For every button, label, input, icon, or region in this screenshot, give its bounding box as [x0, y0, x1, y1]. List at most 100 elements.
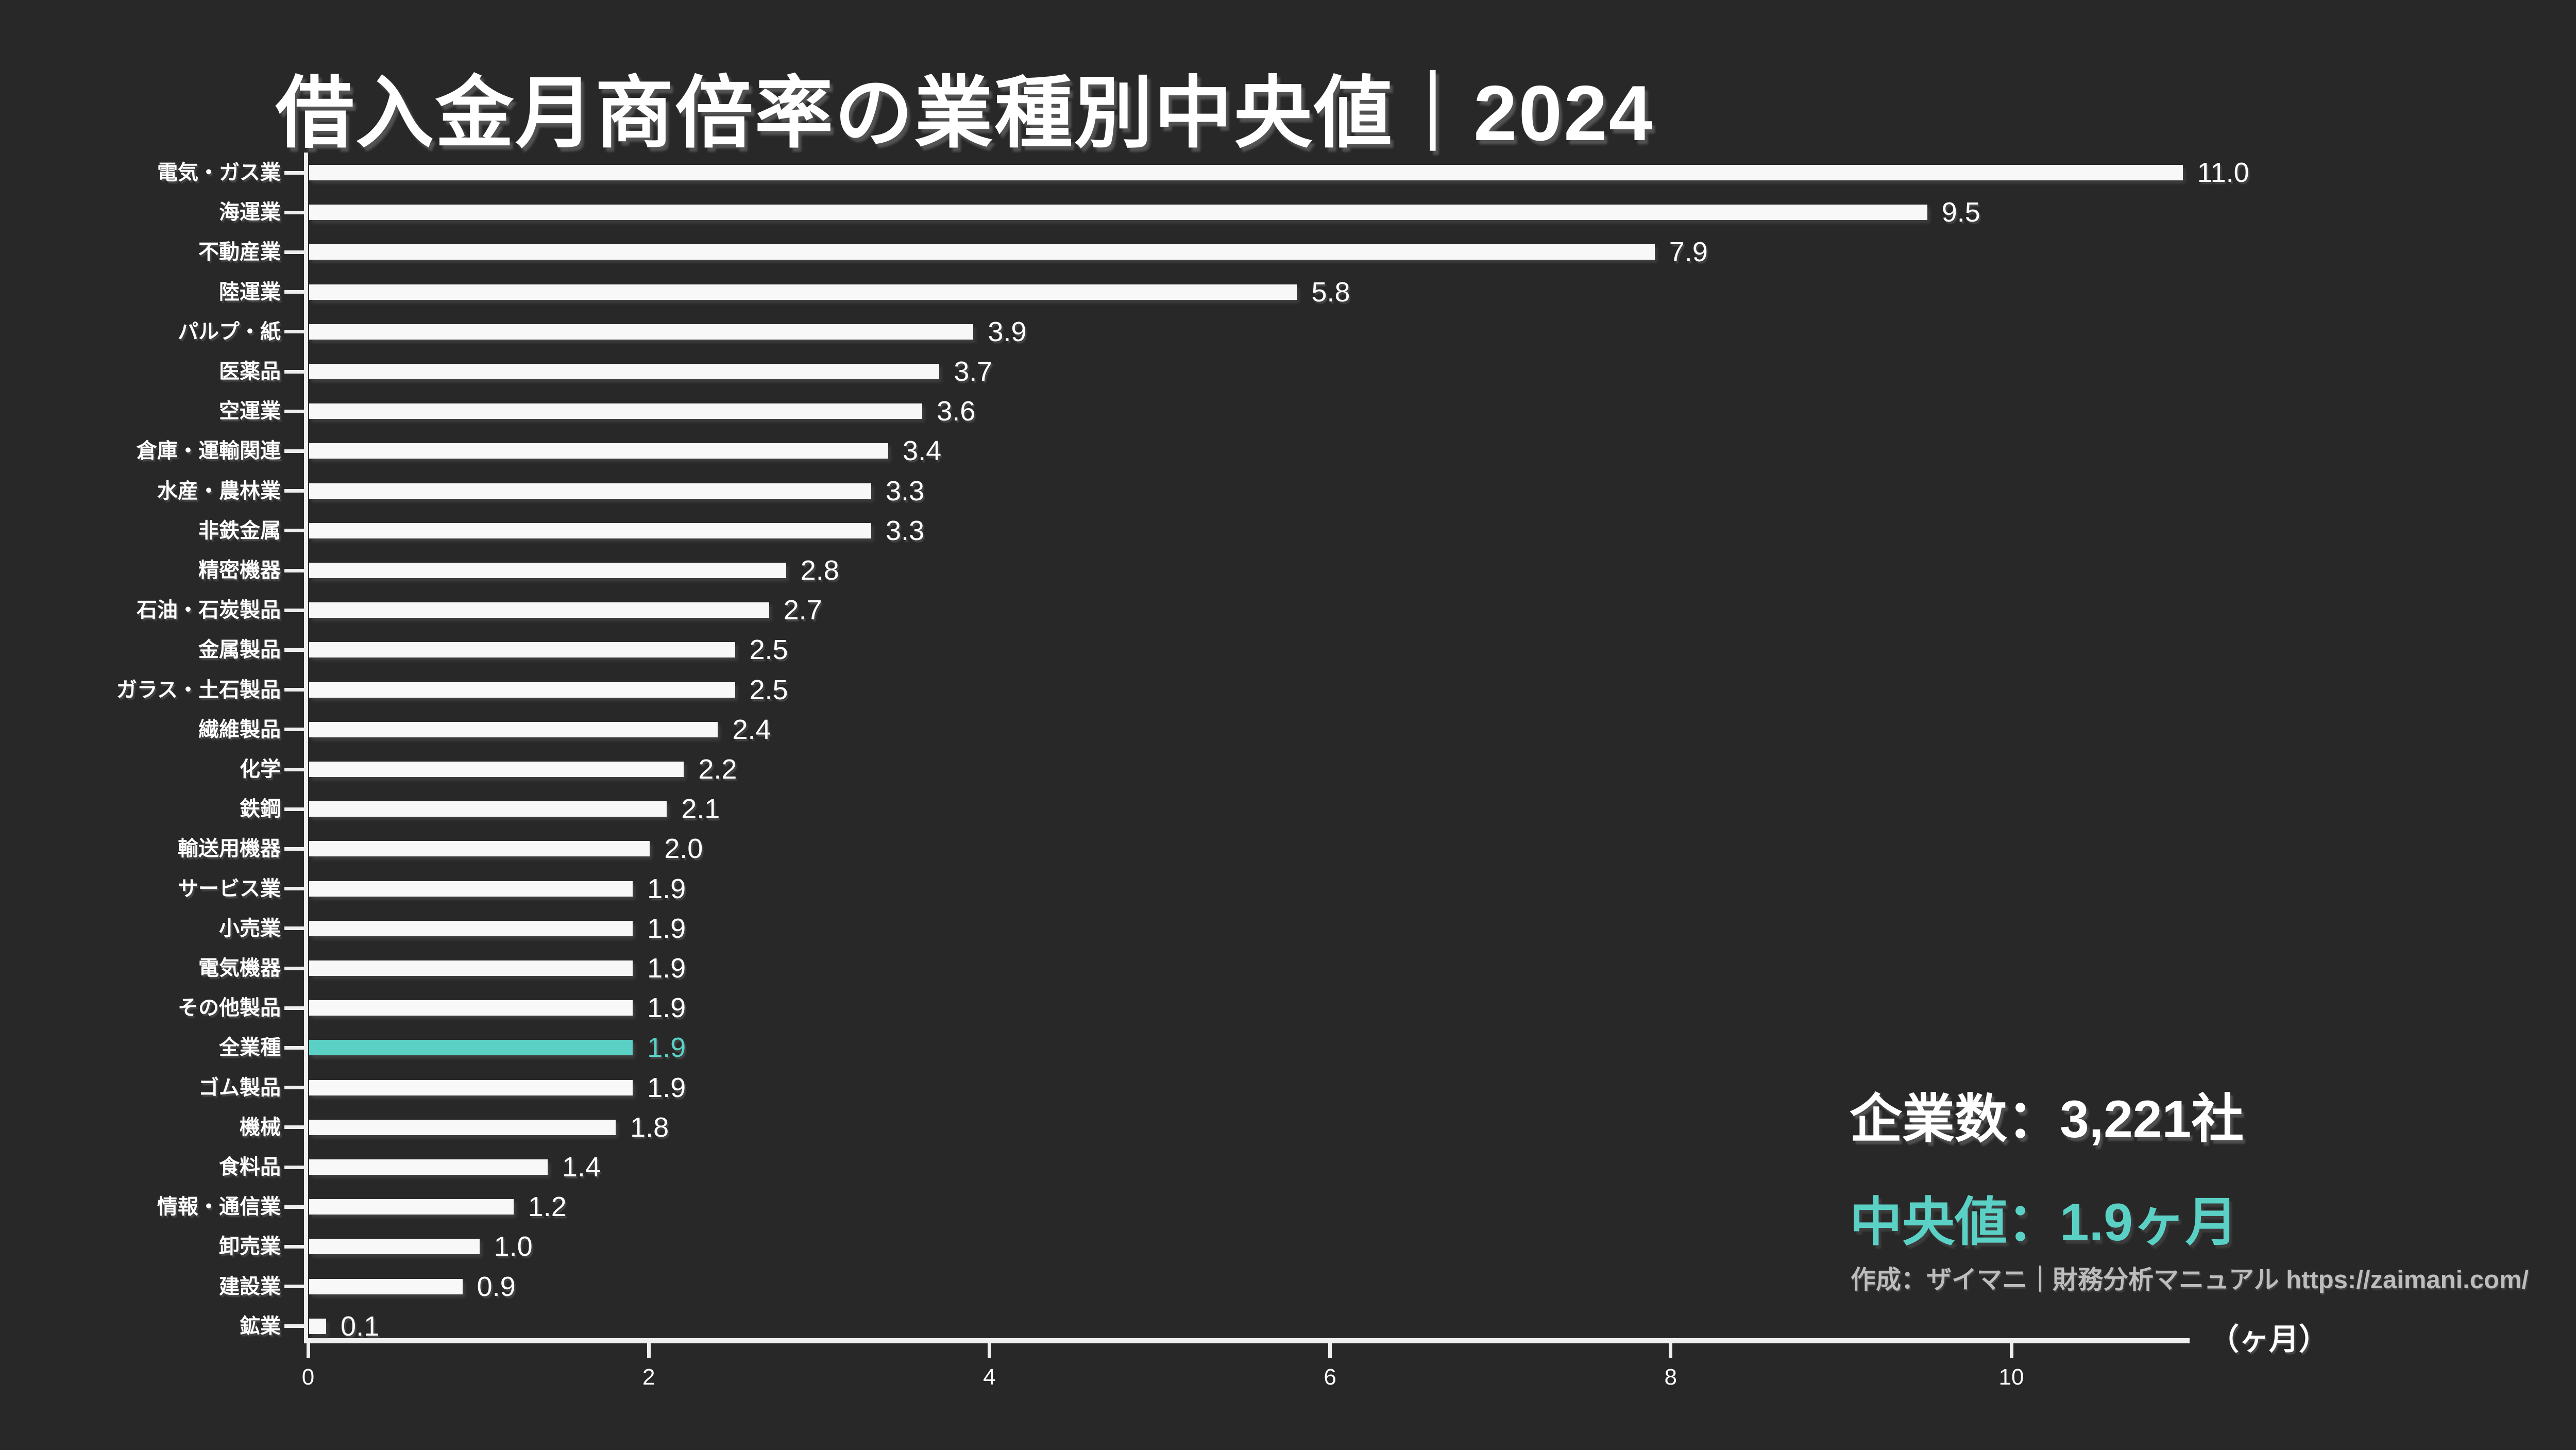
value-label: 5.8	[1311, 276, 1350, 308]
value-label: 2.4	[732, 714, 771, 745]
category-label: サービス業	[178, 877, 281, 900]
y-axis-tick	[284, 1165, 304, 1169]
y-axis-tick	[284, 1244, 304, 1249]
value-label: 1.8	[630, 1111, 669, 1143]
value-label: 0.1	[341, 1310, 380, 1342]
category-label: その他製品	[178, 997, 281, 1020]
value-label: 2.1	[681, 794, 720, 825]
value-label: 2.2	[698, 754, 737, 785]
bar	[309, 165, 2183, 180]
y-axis-tick	[284, 807, 304, 811]
bar	[309, 563, 786, 578]
x-axis-tick-label: 6	[1324, 1364, 1336, 1390]
category-label: 水産・農林業	[157, 479, 281, 502]
category-label: 機械	[240, 1116, 281, 1139]
category-label: 医薬品	[219, 360, 281, 383]
bar	[309, 920, 633, 936]
bar	[309, 244, 1655, 260]
bar-highlight	[309, 1040, 633, 1056]
bar	[309, 602, 769, 618]
bar	[309, 721, 718, 737]
category-label: 空運業	[219, 400, 281, 423]
bar	[309, 881, 633, 897]
x-axis-tick-label: 10	[1998, 1364, 2024, 1390]
x-axis-line	[304, 1338, 2190, 1343]
value-label: 7.9	[1669, 237, 1708, 268]
y-axis-line	[304, 153, 308, 1343]
value-label: 3.3	[885, 515, 925, 546]
category-label: 陸運業	[219, 280, 281, 304]
x-axis-tick-label: 0	[301, 1364, 315, 1390]
value-label: 2.8	[800, 555, 839, 586]
value-label: 1.9	[647, 953, 686, 984]
category-label: 倉庫・運輸関連	[137, 440, 281, 463]
value-label: 1.0	[494, 1231, 533, 1262]
y-axis-tick	[284, 1046, 304, 1050]
y-axis-tick	[284, 728, 304, 732]
value-label: 11.0	[2197, 157, 2249, 188]
bar	[309, 960, 633, 976]
y-axis-tick	[284, 409, 304, 413]
bar	[309, 642, 735, 658]
category-label: 卸売業	[219, 1235, 281, 1258]
category-label: 化学	[240, 758, 281, 781]
y-axis-tick	[284, 369, 304, 374]
bar	[309, 682, 735, 698]
value-label: 3.7	[954, 356, 993, 387]
bar	[309, 1318, 327, 1334]
value-label: 1.4	[562, 1152, 601, 1183]
y-axis-tick	[284, 250, 304, 254]
category-label: 石油・石炭製品	[137, 599, 281, 622]
bar	[309, 1278, 463, 1294]
x-axis-unit-label: （ヶ月）	[2209, 1323, 2329, 1356]
bar	[309, 1239, 480, 1255]
credit-attribution: 作成：ザイマニ｜財務分析マニュアル https://zaimani.com/	[1851, 1266, 2529, 1294]
x-axis-tick	[306, 1343, 310, 1358]
category-label: ガラス・土石製品	[116, 678, 281, 701]
bar	[309, 324, 974, 340]
value-label: 1.2	[528, 1191, 567, 1223]
bar	[309, 841, 650, 857]
x-axis-tick-label: 8	[1664, 1364, 1677, 1390]
value-label: 3.9	[988, 316, 1027, 347]
bar	[309, 284, 1297, 300]
category-label: 鉄鋼	[240, 798, 281, 821]
value-label: 1.9	[647, 1032, 686, 1064]
y-axis-tick	[284, 1285, 304, 1289]
y-axis-tick	[284, 568, 304, 572]
y-axis-tick	[284, 926, 304, 931]
x-axis-tick-label: 4	[983, 1364, 996, 1390]
bar	[309, 1000, 633, 1016]
bar	[309, 205, 1927, 221]
category-label: 鉱業	[240, 1314, 281, 1338]
category-label: 小売業	[219, 917, 281, 940]
value-label: 1.9	[647, 1072, 686, 1103]
x-axis-tick-label: 2	[642, 1364, 655, 1390]
value-label: 2.0	[664, 833, 703, 865]
y-axis-tick	[284, 210, 304, 214]
y-axis-tick	[284, 648, 304, 652]
value-label: 3.4	[903, 435, 942, 467]
y-axis-tick	[284, 1086, 304, 1090]
x-axis-tick	[1328, 1343, 1332, 1358]
category-label: 海運業	[219, 201, 281, 224]
bar	[309, 801, 667, 817]
y-axis-tick	[284, 767, 304, 771]
y-axis-tick	[284, 1324, 304, 1328]
y-axis-tick	[284, 330, 304, 334]
y-axis-tick	[284, 1205, 304, 1209]
y-axis-tick	[284, 171, 304, 175]
x-axis-tick	[647, 1343, 651, 1358]
y-axis-tick	[284, 1125, 304, 1129]
bar	[309, 1199, 514, 1215]
chart-title: 借入金月商倍率の業種別中央値｜2024	[276, 70, 1654, 157]
x-axis-tick	[1669, 1343, 1673, 1358]
bar	[309, 1159, 548, 1175]
value-label: 2.5	[749, 674, 788, 705]
value-label: 3.3	[885, 475, 925, 507]
value-label: 3.6	[937, 396, 976, 427]
category-label: 電気・ガス業	[157, 161, 281, 184]
bar	[309, 1080, 633, 1095]
bar	[309, 364, 940, 379]
